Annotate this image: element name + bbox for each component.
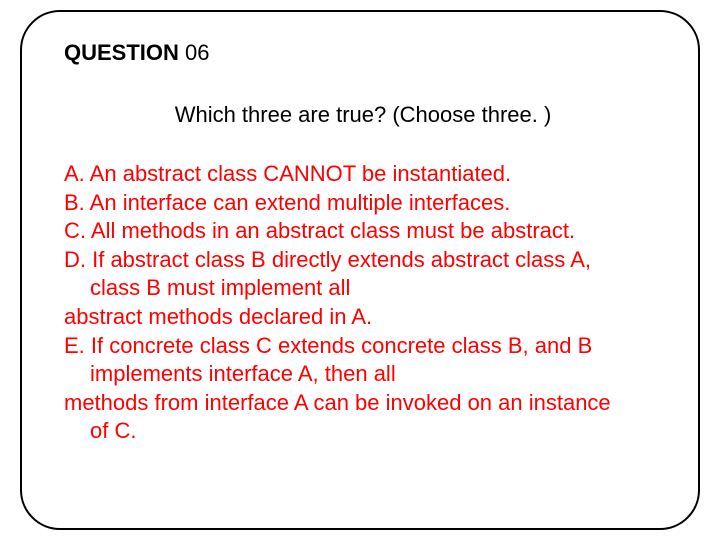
option-a: A. An abstract class CANNOT be instantia… bbox=[64, 160, 662, 189]
option-e-line2: implements interface A, then all bbox=[64, 360, 662, 389]
option-c: C. All methods in an abstract class must… bbox=[64, 217, 662, 246]
option-d-line3: abstract methods declared in A. bbox=[64, 303, 662, 332]
option-b: B. An interface can extend multiple inte… bbox=[64, 189, 662, 218]
question-label: QUESTION bbox=[64, 40, 179, 65]
question-number: 06 bbox=[185, 40, 209, 65]
option-d-line2: class B must implement all bbox=[64, 274, 662, 303]
options-block: A. An abstract class CANNOT be instantia… bbox=[64, 160, 662, 446]
question-card: QUESTION 06 Which three are true? (Choos… bbox=[20, 10, 700, 530]
option-d-line1: D. If abstract class B directly extends … bbox=[64, 246, 662, 275]
option-e-line4: of C. bbox=[64, 417, 662, 446]
question-prompt: Which three are true? (Choose three. ) bbox=[124, 102, 602, 128]
option-e-line3: methods from interface A can be invoked … bbox=[64, 389, 662, 418]
option-e-line1: E. If concrete class C extends concrete … bbox=[64, 332, 662, 361]
question-heading: QUESTION 06 bbox=[64, 40, 662, 66]
